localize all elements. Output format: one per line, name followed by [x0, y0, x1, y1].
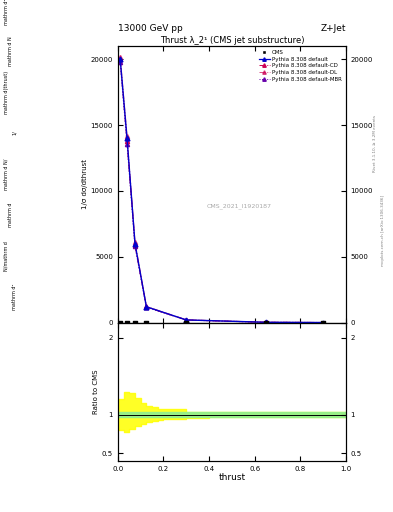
Pythia 8.308 default-CD: [118, 56, 123, 62]
CMS: [132, 318, 138, 327]
Line: Pythia 8.308 default: Pythia 8.308 default: [118, 57, 325, 325]
Pythia 8.308 default-CD: [125, 138, 129, 144]
Pythia 8.308 default-MBR: [133, 243, 138, 249]
Text: mathrm d²: mathrm d²: [12, 284, 17, 310]
Text: Z+Jet: Z+Jet: [320, 24, 346, 33]
Pythia 8.308 default-MBR: [125, 140, 129, 146]
Pythia 8.308 default: [321, 319, 325, 326]
Pythia 8.308 default-CD: [321, 319, 325, 326]
Line: Pythia 8.308 default-MBR: Pythia 8.308 default-MBR: [118, 60, 325, 325]
Pythia 8.308 default: [133, 241, 138, 247]
Pythia 8.308 default: [144, 304, 149, 310]
Pythia 8.308 default-MBR: [184, 317, 189, 323]
Pythia 8.308 default-CD: [184, 317, 189, 323]
Pythia 8.308 default-DL: [264, 319, 268, 325]
CMS: [183, 318, 189, 327]
Text: mathrm d: mathrm d: [8, 203, 13, 227]
Text: 1/: 1/: [12, 131, 17, 136]
Text: N/mathrm d: N/mathrm d: [4, 241, 9, 271]
Pythia 8.308 default-DL: [118, 54, 123, 60]
Text: mcplots.cern.ch [arXiv:1306.3436]: mcplots.cern.ch [arXiv:1306.3436]: [381, 195, 385, 266]
Pythia 8.308 default-DL: [321, 319, 325, 326]
Pythia 8.308 default: [184, 317, 189, 323]
CMS: [117, 318, 123, 327]
Text: mathrm d N: mathrm d N: [8, 36, 13, 66]
Text: mathrm d²N: mathrm d²N: [4, 0, 9, 26]
Pythia 8.308 default-MBR: [144, 304, 149, 310]
Pythia 8.308 default-CD: [264, 319, 268, 326]
Text: CMS_2021_I1920187: CMS_2021_I1920187: [206, 204, 271, 209]
Title: Thrust λ_2¹ (CMS jet substructure): Thrust λ_2¹ (CMS jet substructure): [160, 36, 304, 45]
Text: 13000 GeV pp: 13000 GeV pp: [118, 24, 183, 33]
Pythia 8.308 default: [118, 56, 123, 62]
CMS: [124, 318, 130, 327]
CMS: [320, 318, 326, 327]
Pythia 8.308 default-DL: [125, 133, 129, 139]
Pythia 8.308 default-CD: [133, 242, 138, 248]
Pythia 8.308 default-DL: [184, 317, 189, 323]
CMS: [143, 318, 149, 327]
Text: Rivet 3.1.10, ≥ 3.2M events: Rivet 3.1.10, ≥ 3.2M events: [373, 115, 377, 172]
Text: mathrm d N/: mathrm d N/: [4, 158, 9, 190]
Pythia 8.308 default-DL: [133, 239, 138, 245]
Pythia 8.308 default-DL: [144, 304, 149, 310]
Line: Pythia 8.308 default-CD: Pythia 8.308 default-CD: [118, 57, 325, 325]
Pythia 8.308 default-MBR: [264, 319, 268, 326]
Y-axis label: 1/σ dσ/dthrust: 1/σ dσ/dthrust: [82, 159, 88, 209]
Pythia 8.308 default-CD: [144, 304, 149, 310]
Pythia 8.308 default: [264, 319, 268, 325]
Pythia 8.308 default: [125, 135, 129, 141]
Legend: CMS, Pythia 8.308 default, Pythia 8.308 default-CD, Pythia 8.308 default-DL, Pyt: CMS, Pythia 8.308 default, Pythia 8.308 …: [258, 49, 343, 83]
CMS: [263, 318, 269, 327]
Text: mathrm d(thrust): mathrm d(thrust): [4, 71, 9, 114]
Pythia 8.308 default-MBR: [321, 319, 325, 326]
Y-axis label: Ratio to CMS: Ratio to CMS: [93, 370, 99, 414]
Line: Pythia 8.308 default-DL: Pythia 8.308 default-DL: [118, 55, 325, 325]
Pythia 8.308 default-MBR: [118, 59, 123, 65]
X-axis label: thrust: thrust: [218, 473, 246, 482]
